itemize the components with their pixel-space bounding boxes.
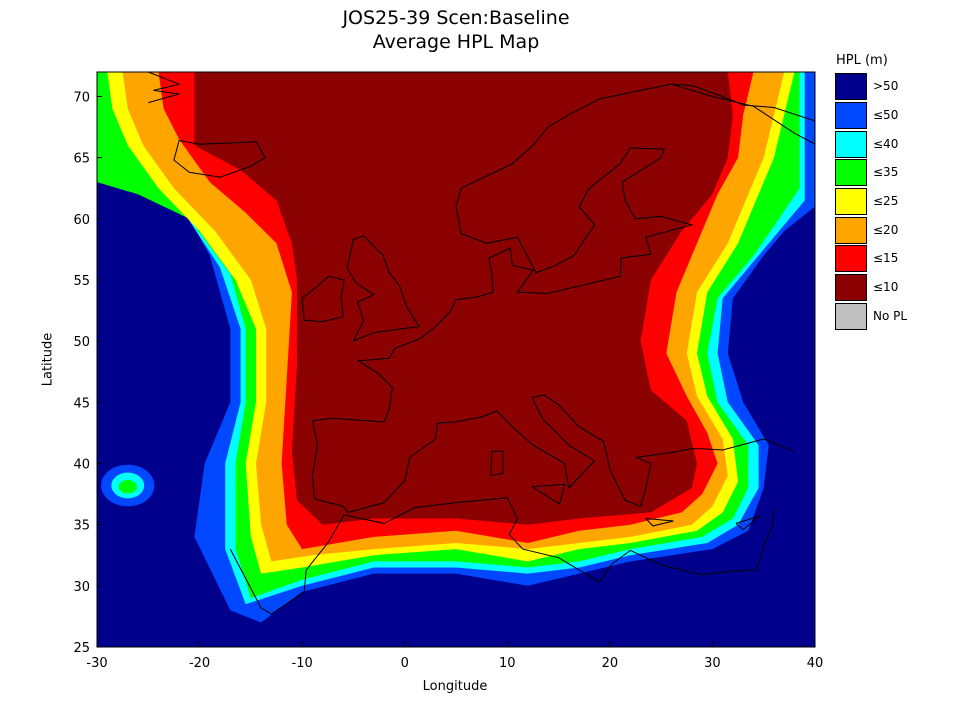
legend-label: ≤10 — [873, 280, 899, 294]
legend-swatch — [835, 245, 867, 272]
coastline — [173, 140, 266, 178]
legend-label: ≤15 — [873, 251, 899, 265]
legend-swatch — [835, 274, 867, 301]
legend-label: ≤20 — [873, 223, 899, 237]
y-tick-label: 40 — [73, 457, 90, 472]
x-tick-label: 40 — [807, 656, 824, 671]
legend-item-le35: ≤35 — [835, 159, 925, 187]
y-tick-label: 65 — [73, 152, 90, 167]
legend-swatch — [835, 102, 867, 129]
legend-label: ≤25 — [873, 194, 899, 208]
legend-swatch — [835, 73, 867, 100]
legend-label: >50 — [873, 79, 899, 93]
legend-item-le25: ≤25 — [835, 188, 925, 216]
chart-subtitle: Average HPL Map — [372, 31, 540, 53]
x-tick-label: -30 — [86, 656, 107, 671]
y-tick-label: 50 — [73, 335, 90, 350]
coastline — [735, 515, 760, 531]
y-tick-label: 25 — [73, 641, 90, 656]
x-tick-label: -20 — [189, 656, 210, 671]
coastline — [301, 275, 345, 323]
island-region — [118, 480, 138, 494]
y-tick-label: 70 — [73, 90, 90, 105]
legend-swatch — [835, 131, 867, 158]
legend-swatch — [835, 303, 867, 330]
coastline — [229, 497, 775, 615]
y-tick-label: 30 — [73, 580, 90, 595]
legend-item-le40: ≤40 — [835, 131, 925, 159]
x-tick-label: -10 — [292, 656, 313, 671]
x-tick-label: 10 — [499, 656, 516, 671]
coastline — [490, 450, 504, 477]
coastline — [148, 72, 181, 104]
coastline — [311, 394, 795, 513]
chart-title: JOS25-39 Scen:Baseline — [342, 7, 570, 29]
legend-label: ≤35 — [873, 165, 899, 179]
legend-item-le10: ≤10 — [835, 274, 925, 302]
legend-swatch — [835, 159, 867, 186]
y-axis-label: Latitude — [40, 332, 56, 387]
legend-item-no-pl: No PL — [835, 303, 925, 331]
legend-label: ≤50 — [873, 108, 899, 122]
legend-item-le50: ≤50 — [835, 102, 925, 130]
legend-label: No PL — [873, 309, 908, 323]
coastline — [312, 83, 815, 423]
legend-label: ≤40 — [873, 137, 899, 151]
y-tick-label: 45 — [73, 396, 90, 411]
x-tick-label: 20 — [602, 656, 619, 671]
x-tick-label: 0 — [401, 656, 409, 671]
y-tick-label: 60 — [73, 213, 90, 228]
y-tick-label: 55 — [73, 274, 90, 289]
legend-item-le20: ≤20 — [835, 217, 925, 245]
legend-item-le15: ≤15 — [835, 245, 925, 273]
legend-swatch — [835, 188, 867, 215]
x-axis-label: Longitude — [422, 679, 488, 694]
legend-title: HPL (m) — [836, 53, 888, 68]
coastline — [671, 83, 815, 145]
plot-frame — [96, 71, 816, 648]
x-tick-label: 30 — [704, 656, 721, 671]
coastline — [346, 235, 420, 342]
legend-item-gt50: >50 — [835, 73, 925, 101]
coastline — [645, 518, 674, 527]
legend-swatch — [835, 217, 867, 244]
y-tick-label: 35 — [73, 519, 90, 534]
coastline — [531, 483, 566, 505]
